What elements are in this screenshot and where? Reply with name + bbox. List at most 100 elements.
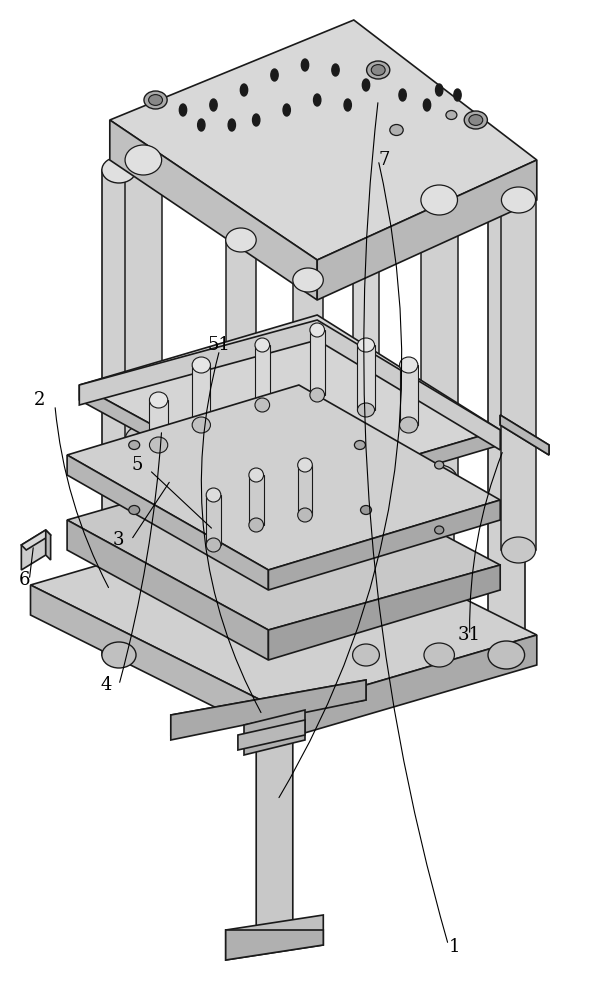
Ellipse shape: [464, 111, 487, 129]
Ellipse shape: [192, 357, 210, 373]
Circle shape: [210, 99, 217, 111]
Ellipse shape: [424, 643, 454, 667]
Ellipse shape: [434, 526, 444, 534]
Polygon shape: [21, 530, 46, 570]
Circle shape: [283, 104, 290, 116]
Polygon shape: [353, 235, 379, 655]
Circle shape: [179, 104, 187, 116]
Ellipse shape: [357, 403, 375, 417]
Polygon shape: [192, 365, 210, 425]
Circle shape: [228, 119, 235, 131]
Polygon shape: [30, 585, 281, 740]
Polygon shape: [268, 565, 500, 660]
Polygon shape: [400, 365, 418, 425]
Ellipse shape: [354, 440, 365, 450]
Ellipse shape: [125, 425, 162, 455]
Polygon shape: [67, 455, 500, 630]
Ellipse shape: [298, 458, 312, 472]
Ellipse shape: [149, 392, 168, 408]
Ellipse shape: [469, 115, 483, 125]
Ellipse shape: [293, 268, 323, 292]
Ellipse shape: [446, 110, 457, 119]
Ellipse shape: [353, 224, 379, 246]
Polygon shape: [149, 400, 168, 445]
Polygon shape: [67, 520, 268, 660]
Polygon shape: [357, 345, 375, 410]
Ellipse shape: [255, 338, 270, 352]
Polygon shape: [268, 500, 500, 590]
Circle shape: [399, 89, 406, 101]
Polygon shape: [21, 530, 51, 550]
Ellipse shape: [421, 185, 458, 215]
Ellipse shape: [501, 537, 536, 563]
Text: 5: 5: [131, 456, 143, 474]
Polygon shape: [317, 160, 537, 300]
Ellipse shape: [390, 124, 403, 135]
Circle shape: [253, 114, 260, 126]
Polygon shape: [102, 170, 136, 655]
Polygon shape: [171, 680, 366, 735]
Polygon shape: [67, 455, 268, 590]
Polygon shape: [226, 930, 323, 960]
Polygon shape: [79, 320, 500, 450]
Text: 7: 7: [378, 151, 390, 169]
Ellipse shape: [400, 417, 418, 433]
Polygon shape: [110, 20, 537, 260]
Ellipse shape: [144, 91, 167, 109]
Text: 3: 3: [113, 531, 124, 549]
Ellipse shape: [357, 338, 375, 352]
Ellipse shape: [501, 187, 536, 213]
Polygon shape: [500, 415, 549, 455]
Polygon shape: [421, 200, 458, 480]
Polygon shape: [249, 475, 264, 525]
Ellipse shape: [192, 417, 210, 433]
Ellipse shape: [129, 506, 140, 514]
Circle shape: [314, 94, 321, 106]
Text: 4: 4: [101, 676, 112, 694]
Polygon shape: [171, 680, 366, 740]
Polygon shape: [238, 720, 305, 750]
Polygon shape: [281, 430, 500, 510]
Text: 1: 1: [448, 938, 460, 956]
Ellipse shape: [424, 188, 454, 212]
Text: 6: 6: [18, 571, 30, 589]
Polygon shape: [110, 120, 317, 300]
Circle shape: [436, 84, 443, 96]
Ellipse shape: [488, 641, 525, 669]
Ellipse shape: [226, 228, 256, 252]
Ellipse shape: [310, 323, 325, 337]
Polygon shape: [244, 710, 305, 755]
Ellipse shape: [102, 157, 136, 183]
Ellipse shape: [434, 461, 444, 469]
Ellipse shape: [249, 468, 264, 482]
Polygon shape: [125, 160, 162, 440]
Circle shape: [344, 99, 351, 111]
Polygon shape: [67, 385, 500, 570]
Circle shape: [240, 84, 248, 96]
Polygon shape: [281, 635, 537, 740]
Ellipse shape: [125, 145, 162, 175]
Polygon shape: [79, 385, 281, 510]
Ellipse shape: [293, 458, 323, 482]
Ellipse shape: [310, 388, 325, 402]
Text: 2: 2: [34, 391, 45, 409]
Circle shape: [362, 79, 370, 91]
Polygon shape: [206, 495, 221, 545]
Ellipse shape: [206, 488, 221, 502]
Ellipse shape: [371, 65, 385, 75]
Circle shape: [198, 119, 205, 131]
Polygon shape: [293, 280, 323, 470]
Polygon shape: [488, 160, 525, 655]
Polygon shape: [500, 415, 549, 455]
Ellipse shape: [206, 538, 221, 552]
Circle shape: [301, 59, 309, 71]
Ellipse shape: [255, 398, 270, 412]
Polygon shape: [298, 465, 312, 515]
Polygon shape: [310, 330, 325, 395]
Ellipse shape: [488, 146, 525, 174]
Ellipse shape: [421, 465, 458, 495]
Ellipse shape: [367, 61, 390, 79]
Polygon shape: [256, 730, 293, 955]
Polygon shape: [46, 530, 51, 560]
Polygon shape: [79, 315, 500, 495]
